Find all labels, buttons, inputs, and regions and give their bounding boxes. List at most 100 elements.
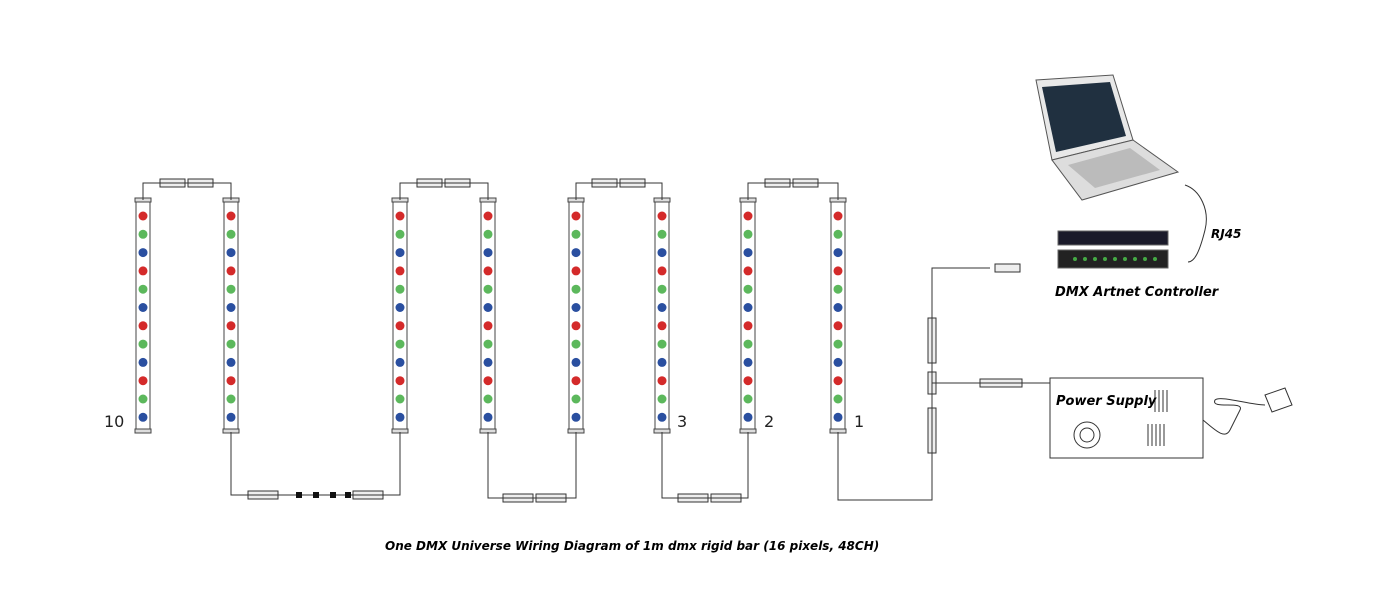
led: [833, 229, 843, 239]
led: [743, 376, 753, 386]
led: [743, 229, 753, 239]
led: [743, 248, 753, 258]
led: [138, 284, 148, 294]
led: [226, 229, 236, 239]
led: [571, 339, 581, 349]
led: [483, 284, 493, 294]
led: [395, 321, 405, 331]
caption: One DMX Universe Wiring Diagram of 1m dm…: [385, 539, 879, 553]
led: [226, 303, 236, 312]
led: [226, 284, 236, 294]
led: [483, 339, 493, 349]
led: [226, 394, 236, 404]
led: [743, 211, 753, 221]
led: [226, 321, 236, 331]
led: [743, 339, 753, 349]
led: [657, 266, 667, 276]
led: [138, 412, 148, 422]
led: [571, 229, 581, 239]
power-supply-label: Power Supply: [1056, 394, 1157, 409]
led: [138, 266, 148, 276]
power-supply: [1049, 377, 1293, 459]
bar-cap: [134, 428, 152, 434]
led: [833, 412, 843, 422]
led: [483, 357, 493, 367]
led: [395, 394, 405, 404]
led: [571, 211, 581, 221]
led: [657, 357, 667, 367]
led: [833, 248, 843, 258]
led: [833, 321, 843, 331]
led: [657, 394, 667, 404]
led: [226, 211, 236, 221]
bar-label: 2: [764, 412, 774, 431]
led: [138, 357, 148, 367]
led: [483, 211, 493, 221]
led: [138, 211, 148, 221]
led: [833, 376, 843, 386]
rj45-label: RJ45: [1211, 227, 1241, 241]
led: [571, 394, 581, 404]
led: [226, 248, 236, 258]
bar-labels: 10 3 2 1: [104, 412, 864, 431]
led: [743, 303, 753, 312]
led: [743, 266, 753, 276]
led: [571, 357, 581, 367]
led: [657, 229, 667, 239]
led: [571, 412, 581, 422]
led: [483, 376, 493, 386]
led: [571, 266, 581, 276]
led: [138, 339, 148, 349]
led: [226, 266, 236, 276]
led: [138, 321, 148, 331]
led: [483, 412, 493, 422]
led: [833, 266, 843, 276]
led: [483, 321, 493, 331]
controller-label: DMX Artnet Controller: [1055, 285, 1220, 300]
led: [395, 412, 405, 422]
led: [571, 376, 581, 386]
led: [395, 357, 405, 367]
led: [483, 266, 493, 276]
led: [483, 248, 493, 258]
ellipsis: [296, 492, 351, 498]
led: [833, 284, 843, 294]
led: [395, 376, 405, 386]
led: [395, 266, 405, 276]
bar-label: 3: [677, 412, 687, 431]
led: [833, 211, 843, 221]
led: [483, 394, 493, 404]
led: [395, 211, 405, 221]
led: [657, 376, 667, 386]
led: [226, 376, 236, 386]
led: [138, 394, 148, 404]
laptop: [1035, 74, 1180, 201]
led: [657, 211, 667, 221]
led: [571, 248, 581, 258]
connector: [994, 263, 1021, 273]
led: [395, 303, 405, 312]
led: [138, 229, 148, 239]
led: [743, 357, 753, 367]
led: [657, 412, 667, 422]
bar-label: 1: [854, 412, 864, 431]
led: [395, 339, 405, 349]
led: [138, 248, 148, 258]
led: [743, 321, 753, 331]
led: [657, 248, 667, 258]
led: [657, 303, 667, 312]
led: [833, 394, 843, 404]
led: [226, 339, 236, 349]
led: [571, 321, 581, 331]
led: [657, 284, 667, 294]
led: [833, 357, 843, 367]
led: [571, 303, 581, 312]
led: [657, 321, 667, 331]
led: [571, 284, 581, 294]
led: [743, 284, 753, 294]
led: [833, 339, 843, 349]
led: [226, 357, 236, 367]
led: [743, 412, 753, 422]
bar-label: 10: [104, 412, 124, 431]
